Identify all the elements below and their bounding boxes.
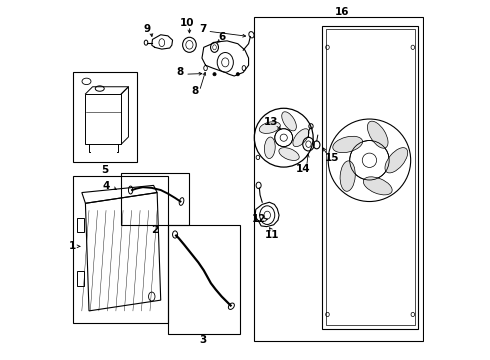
Text: 2: 2 <box>151 225 158 235</box>
Ellipse shape <box>265 137 275 158</box>
Ellipse shape <box>213 73 216 76</box>
Ellipse shape <box>364 177 392 195</box>
Ellipse shape <box>333 136 363 153</box>
Bar <box>326 30 415 325</box>
Bar <box>254 17 422 341</box>
Text: 8: 8 <box>177 67 184 77</box>
Ellipse shape <box>282 112 296 131</box>
Bar <box>73 176 168 323</box>
Ellipse shape <box>368 121 388 148</box>
Text: 7: 7 <box>199 24 206 35</box>
Text: 8: 8 <box>191 86 198 96</box>
Ellipse shape <box>279 148 299 161</box>
Text: 1: 1 <box>69 241 76 251</box>
Text: 12: 12 <box>252 215 267 224</box>
Text: 6: 6 <box>218 32 225 41</box>
Text: 10: 10 <box>180 18 194 28</box>
Ellipse shape <box>236 73 240 76</box>
Text: 11: 11 <box>265 230 279 239</box>
Bar <box>73 72 137 162</box>
Ellipse shape <box>385 148 408 173</box>
Text: 16: 16 <box>335 7 349 17</box>
Ellipse shape <box>293 129 309 147</box>
Bar <box>122 173 190 225</box>
Text: 4: 4 <box>102 181 110 192</box>
Bar <box>168 225 240 334</box>
Ellipse shape <box>340 161 355 191</box>
Text: 9: 9 <box>144 24 151 35</box>
Text: 5: 5 <box>101 165 108 175</box>
Ellipse shape <box>259 122 280 134</box>
Bar <box>77 271 84 286</box>
Text: 13: 13 <box>264 117 278 127</box>
Text: 15: 15 <box>324 153 339 163</box>
Bar <box>77 218 84 232</box>
Text: 14: 14 <box>296 164 310 174</box>
Bar <box>322 26 418 329</box>
Text: 3: 3 <box>200 334 207 345</box>
